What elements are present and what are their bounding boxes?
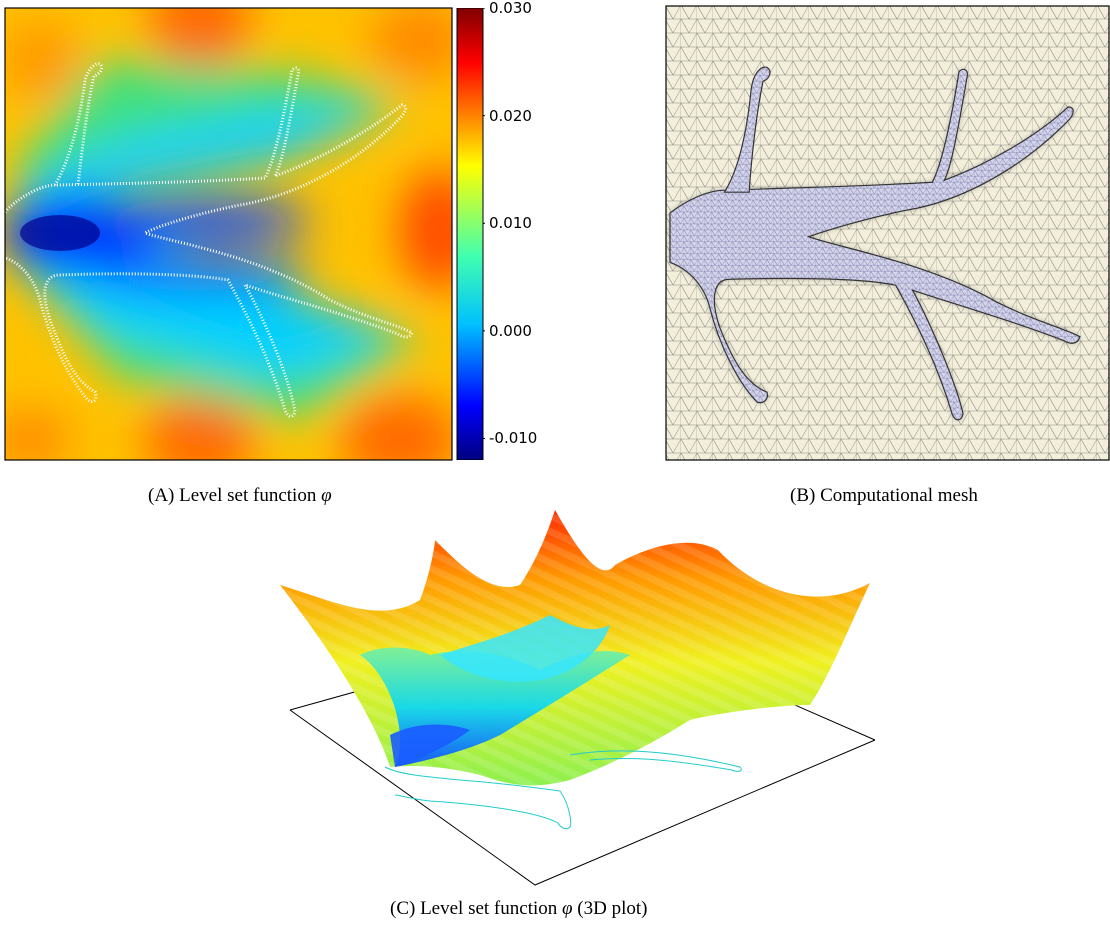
caption-a: (A) Level set function φ bbox=[148, 485, 332, 506]
colorbar bbox=[456, 8, 485, 460]
panel-a-heatmap: 0.030 0.020 0.010 0.000 -0.010 bbox=[0, 0, 537, 465]
colorbar-tick-label: 0.020 bbox=[489, 106, 532, 125]
panel-b-mesh bbox=[665, 5, 1110, 461]
colorbar-tick-label: 0.030 bbox=[489, 0, 532, 17]
caption-c: (C) Level set function φ (3D plot) bbox=[390, 898, 648, 919]
level-set-heatmap bbox=[4, 7, 453, 461]
colorbar-tick-label: 0.010 bbox=[489, 214, 532, 233]
colorbar-tick-label: -0.010 bbox=[489, 429, 538, 448]
panel-c-3d-surface bbox=[270, 505, 890, 890]
caption-b: (B) Computational mesh bbox=[790, 485, 978, 506]
level-set-3d-plot bbox=[280, 510, 876, 886]
colorbar-tick-label: 0.000 bbox=[489, 321, 532, 340]
colorbar-ticks bbox=[483, 8, 485, 439]
computational-mesh bbox=[665, 5, 1110, 461]
